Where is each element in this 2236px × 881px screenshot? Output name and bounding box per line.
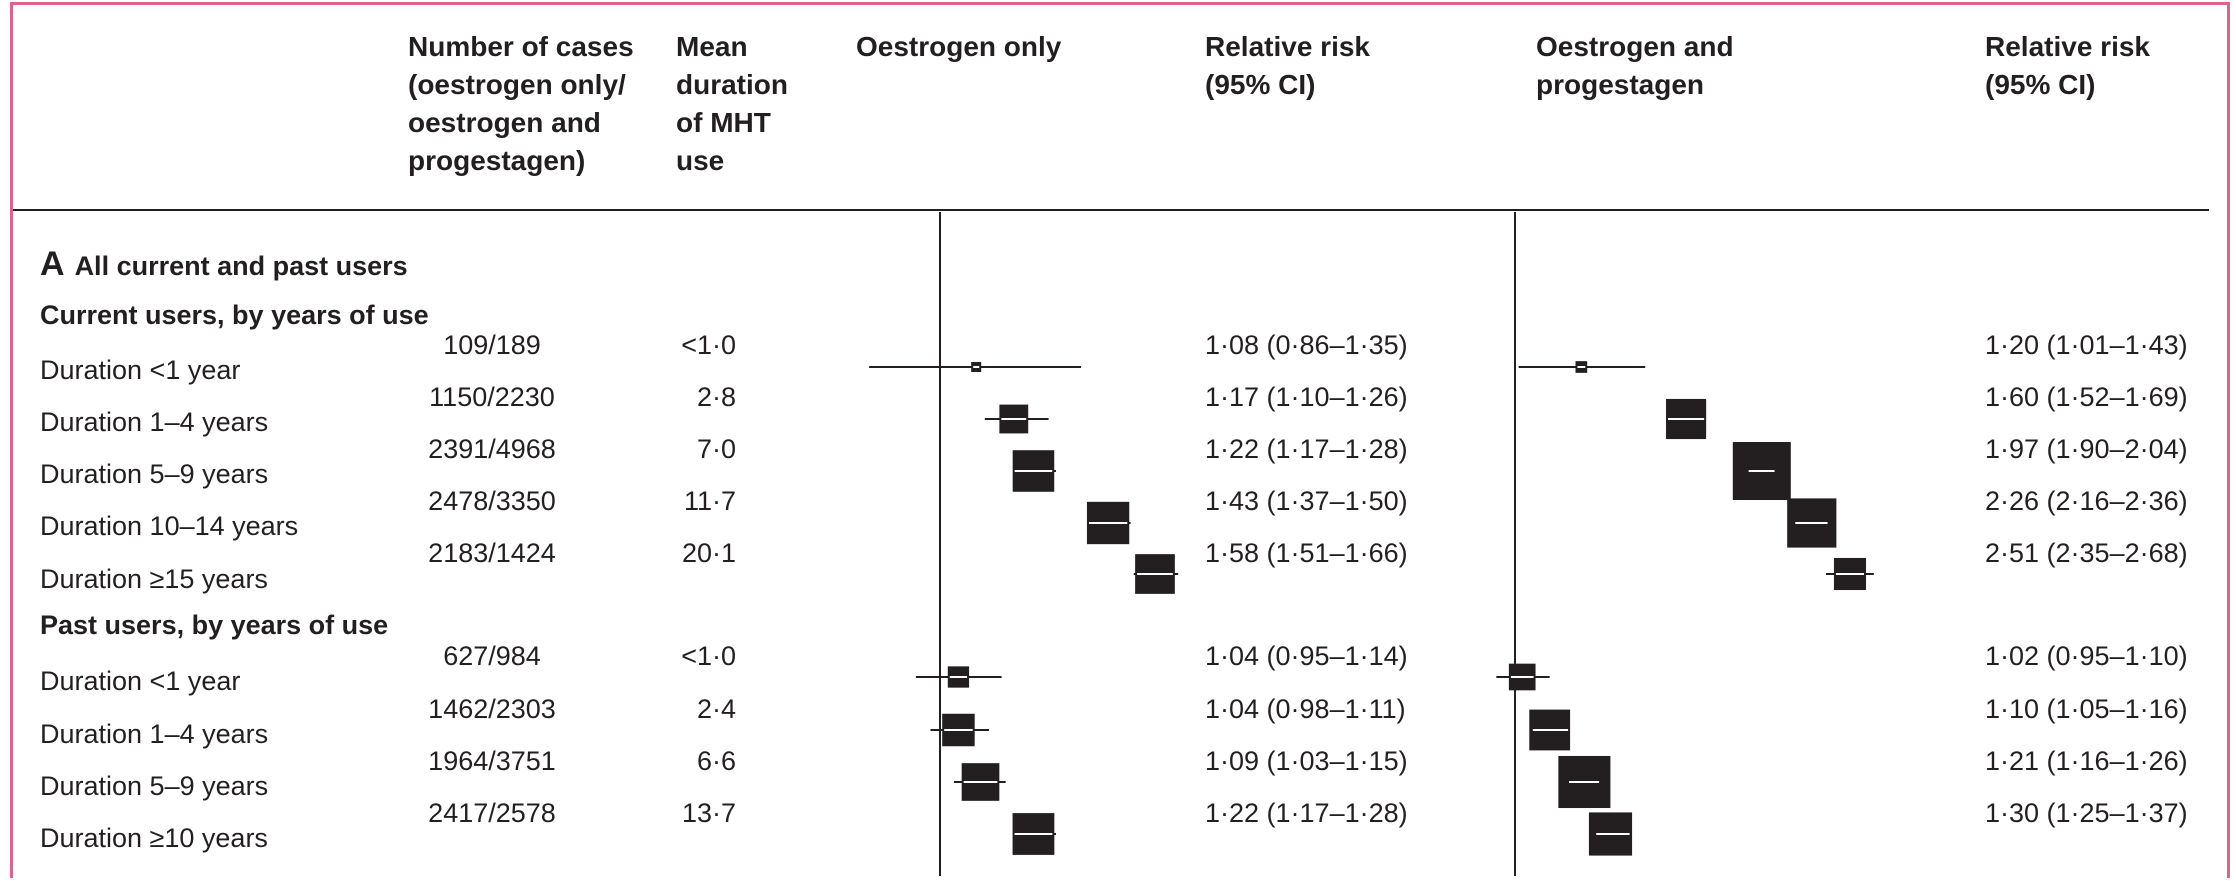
row-label: Duration 1–4 years — [40, 719, 269, 749]
row-rr-oestrogen-progestagen: 1·10 (1·05–1·16) — [1985, 694, 2188, 724]
group-current-users: Current users, by years of use — [40, 300, 429, 330]
row-mean-duration: 11·7 — [683, 486, 736, 516]
section-title: A All current and past users — [40, 245, 408, 284]
row-rr-oestrogen-progestagen: 2·26 (2·16–2·36) — [1985, 486, 2188, 516]
section-letter: A — [40, 245, 65, 283]
header-relative-risk-2: Relative risk (95% CI) — [1985, 31, 2150, 100]
row-label: Duration 10–14 years — [40, 511, 299, 541]
row-cases: 627/984 — [443, 641, 541, 671]
row-cases: 1150/2230 — [429, 382, 555, 412]
row-cases: 1964/3751 — [428, 746, 556, 776]
row-rr-oestrogen-progestagen: 1·21 (1·16–1·26) — [1985, 746, 2188, 776]
row-cases: 2391/4968 — [428, 434, 556, 464]
header-oestrogen-only: Oestrogen only — [856, 31, 1062, 62]
row-rr-oestrogen-progestagen: 1·30 (1·25–1·37) — [1985, 798, 2188, 828]
row-mean-duration: <1·0 — [681, 330, 736, 360]
row-rr-oestrogen-only: 1·22 (1·17–1·28) — [1205, 434, 1408, 464]
row-cases: 2478/3350 — [428, 486, 556, 516]
row-rr-oestrogen-only: 1·22 (1·17–1·28) — [1205, 798, 1408, 828]
row-cases: 109/189 — [443, 330, 541, 360]
row-mean-duration: 2·4 — [696, 694, 736, 724]
row-cases: 1462/2303 — [428, 694, 556, 724]
row-rr-oestrogen-only: 1·08 (0·86–1·35) — [1205, 330, 1408, 360]
row-rr-oestrogen-only: 1·09 (1·03–1·15) — [1205, 746, 1408, 776]
group-past-users: Past users, by years of use — [40, 610, 389, 640]
figure-frame — [10, 2, 2230, 878]
row-rr-oestrogen-progestagen: 1·60 (1·52–1·69) — [1985, 382, 2188, 412]
row-rr-oestrogen-progestagen: 2·51 (2·35–2·68) — [1985, 538, 2188, 568]
row-label: Duration <1 year — [40, 666, 241, 696]
row-label: Duration 5–9 years — [40, 459, 269, 489]
header-duration: Mean duration of MHT use — [676, 31, 788, 176]
row-mean-duration: <1·0 — [681, 641, 736, 671]
row-rr-oestrogen-only: 1·58 (1·51–1·66) — [1205, 538, 1408, 568]
row-mean-duration: 20·1 — [681, 538, 736, 568]
section-text: All current and past users — [74, 251, 408, 281]
row-mean-duration: 2·8 — [696, 382, 736, 412]
row-cases: 2183/1424 — [428, 538, 556, 568]
row-rr-oestrogen-progestagen: 1·97 (1·90–2·04) — [1985, 434, 2188, 464]
row-label: Duration ≥15 years — [40, 564, 268, 594]
row-cases: 2417/2578 — [428, 798, 556, 828]
header-oestrogen-progestagen: Oestrogen and progestagen — [1536, 31, 1734, 100]
row-rr-oestrogen-only: 1·04 (0·98–1·11) — [1205, 694, 1406, 724]
header-relative-risk-1: Relative risk (95% CI) — [1205, 31, 1370, 100]
row-label: Duration <1 year — [40, 355, 241, 385]
row-rr-oestrogen-only: 1·43 (1·37–1·50) — [1205, 486, 1408, 516]
row-label: Duration 5–9 years — [40, 771, 269, 801]
header-rule — [13, 209, 2209, 211]
row-rr-oestrogen-progestagen: 1·02 (0·95–1·10) — [1985, 641, 2188, 671]
row-mean-duration: 6·6 — [696, 746, 736, 776]
row-rr-oestrogen-only: 1·04 (0·95–1·14) — [1205, 641, 1408, 671]
row-label: Duration 1–4 years — [40, 407, 269, 437]
header-cases: Number of cases (oestrogen only/ oestrog… — [408, 31, 634, 176]
row-rr-oestrogen-only: 1·17 (1·10–1·26) — [1205, 382, 1408, 412]
row-rr-oestrogen-progestagen: 1·20 (1·01–1·43) — [1985, 330, 2188, 360]
row-label: Duration ≥10 years — [40, 823, 268, 853]
row-mean-duration: 7·0 — [696, 434, 736, 464]
row-mean-duration: 13·7 — [681, 798, 736, 828]
